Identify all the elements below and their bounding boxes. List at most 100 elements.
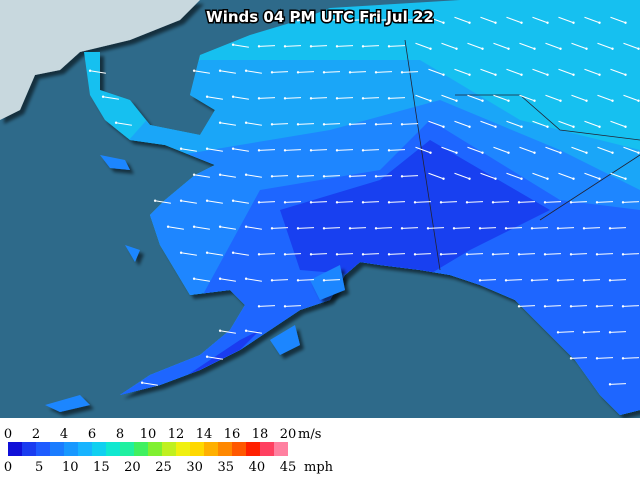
- legend-swatch: [64, 442, 78, 456]
- wind-arrow-head: [205, 199, 209, 202]
- wind-arrow: [349, 19, 367, 21]
- wind-arrow-head: [491, 253, 495, 256]
- wind-arrow: [584, 172, 600, 180]
- wind-arrow-head: [478, 279, 482, 282]
- wind-arrow: [610, 172, 626, 180]
- wind-arrow: [544, 253, 562, 255]
- wind-arrow-head: [494, 21, 497, 24]
- wind-arrow: [571, 94, 587, 102]
- wind-arrow: [454, 16, 470, 24]
- wind-arrow: [284, 97, 302, 99]
- wind-arrow-head: [231, 95, 235, 98]
- wind-arrow-head: [530, 227, 534, 230]
- wind-arrow-head: [309, 201, 313, 204]
- wind-arrow: [440, 201, 458, 203]
- wind-arrow-head: [335, 97, 339, 100]
- wind-arrow-head: [231, 251, 235, 254]
- wind-arrow-head: [598, 73, 601, 76]
- wind-arrow-head: [572, 177, 575, 180]
- mph-tick: 0: [4, 460, 12, 475]
- wind-arrow: [558, 68, 574, 76]
- wind-arrow-head: [270, 123, 274, 126]
- wind-arrow: [220, 70, 236, 74]
- wind-arrow: [597, 94, 613, 102]
- wind-arrow: [284, 201, 302, 203]
- wind-arrow: [584, 68, 600, 76]
- wind-arrow: [454, 120, 470, 128]
- legend-swatch: [274, 442, 288, 456]
- wind-arrow: [479, 227, 497, 229]
- wind-arrow-head: [244, 277, 248, 280]
- wind-arrow-head: [114, 121, 118, 124]
- wind-arrow-head: [455, 47, 458, 50]
- wind-arrow-head: [400, 175, 404, 178]
- wind-arrow: [506, 172, 522, 180]
- wind-arrow-head: [468, 73, 471, 76]
- wind-arrow-head: [257, 45, 261, 48]
- wind-arrow-head: [546, 177, 549, 180]
- wind-arrow: [505, 227, 523, 229]
- wind-arrow: [622, 357, 640, 359]
- wind-arrow: [609, 331, 627, 333]
- wind-arrow: [220, 226, 236, 230]
- wind-arrow-head: [595, 357, 599, 360]
- wind-arrow-head: [374, 71, 378, 74]
- wind-arrow-head: [595, 201, 599, 204]
- wind-arrow-head: [468, 177, 471, 180]
- wind-arrow: [428, 68, 444, 76]
- wind-arrow: [323, 123, 341, 125]
- wind-arrow-head: [283, 45, 287, 48]
- wind-arrow-head: [546, 73, 549, 76]
- wind-arrow: [545, 146, 561, 154]
- wind-arrow: [415, 94, 431, 102]
- wind-arrow-head: [624, 21, 627, 24]
- wind-arrow: [531, 279, 549, 281]
- wind-arrow-head: [598, 177, 601, 180]
- wind-arrow: [441, 146, 457, 154]
- wind-arrow-head: [101, 95, 105, 98]
- wind-arrow-head: [504, 227, 508, 230]
- wind-arrow: [142, 382, 158, 386]
- wind-arrow-head: [283, 253, 287, 256]
- wind-arrow: [220, 278, 236, 282]
- wind-arrow-head: [231, 147, 235, 150]
- wind-arrow-head: [468, 125, 471, 128]
- wind-arrow: [246, 174, 262, 178]
- wind-arrow-head: [465, 253, 469, 256]
- wind-arrow: [492, 253, 510, 255]
- wind-arrow: [454, 172, 470, 180]
- wind-arrow: [401, 227, 419, 229]
- wind-arrow: [415, 42, 431, 50]
- wind-arrow-head: [296, 71, 300, 74]
- wind-arrow-head: [348, 175, 352, 178]
- wind-arrow-head: [192, 277, 196, 280]
- ms-tick: 18: [252, 427, 269, 442]
- wind-arrow-head: [507, 47, 510, 50]
- wind-arrow-head: [309, 149, 313, 152]
- wind-arrow: [519, 94, 535, 102]
- wind-arrow: [518, 253, 536, 255]
- wind-arrow-head: [231, 43, 235, 46]
- wind-arrow: [246, 226, 262, 230]
- wind-arrow-head: [348, 71, 352, 74]
- wind-arrow: [440, 253, 458, 255]
- wind-arrow: [584, 120, 600, 128]
- wind-arrow-head: [309, 253, 313, 256]
- wind-arrow-head: [507, 99, 510, 102]
- wind-arrow: [336, 149, 354, 151]
- wind-arrow-head: [205, 251, 209, 254]
- wind-arrow-head: [442, 21, 445, 24]
- wind-arrow: [558, 16, 574, 24]
- wind-arrow: [467, 94, 483, 102]
- ms-tick: 12: [168, 427, 185, 442]
- wind-arrow: [323, 19, 341, 21]
- wind-arrow: [622, 201, 640, 203]
- wind-arrow: [492, 201, 510, 203]
- wind-arrow: [493, 42, 509, 50]
- wind-arrow: [258, 253, 276, 255]
- wind-arrow-head: [442, 177, 445, 180]
- wind-arrow-head: [244, 69, 248, 72]
- wind-arrow: [519, 42, 535, 50]
- wind-arrow: [532, 120, 548, 128]
- wind-arrow-head: [153, 199, 157, 202]
